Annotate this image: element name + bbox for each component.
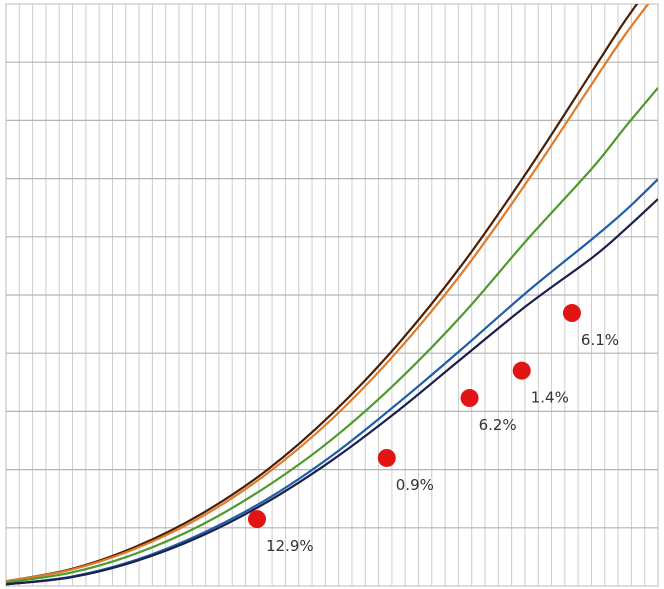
series-line-5 bbox=[6, 198, 658, 586]
chart-grid bbox=[5, 3, 659, 587]
series-line-4 bbox=[6, 178, 658, 586]
data-label-4: 1.4% bbox=[531, 389, 569, 407]
data-label-2: 0.9% bbox=[396, 476, 434, 494]
data-label-5: 6.1% bbox=[581, 331, 619, 349]
data-point-4 bbox=[512, 361, 531, 380]
data-label-3: 6.2% bbox=[479, 416, 517, 434]
data-point-5 bbox=[562, 304, 581, 323]
series-line-3 bbox=[6, 87, 658, 584]
chart-series bbox=[6, 4, 658, 586]
data-label-1: 12.9% bbox=[266, 537, 314, 555]
data-point-1 bbox=[248, 510, 267, 529]
series-line-2 bbox=[6, 4, 650, 583]
data-point-2 bbox=[377, 448, 396, 467]
series-line-1 bbox=[6, 4, 639, 583]
chart-points: 12.9% 0.9% 6.2% 1.4% 6.1% bbox=[248, 304, 619, 555]
data-point-3 bbox=[460, 389, 479, 408]
